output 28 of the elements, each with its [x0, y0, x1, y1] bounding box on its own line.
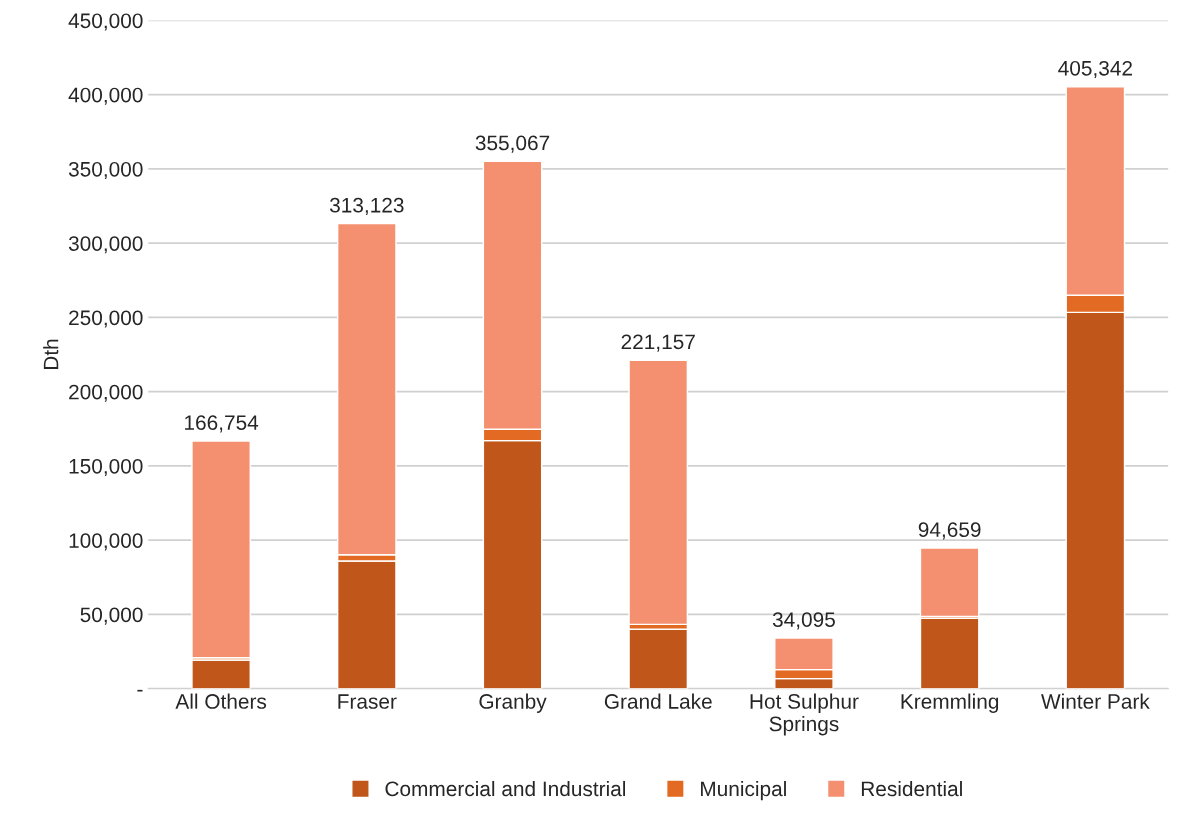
y-tick-label: 100,000 [69, 533, 143, 551]
total-label: 405,342 [1058, 60, 1132, 79]
x-tick-label: Hot Sulphur Springs [750, 693, 859, 736]
y-tick-label: - [137, 689, 143, 692]
x-tick-label: Kremmling [901, 693, 999, 713]
y-tick-label: 450,000 [68, 13, 143, 31]
y-axis-title: Dth [43, 339, 59, 370]
total-label: 355,067 [475, 135, 550, 153]
y-tick-label: 50,000 [80, 607, 143, 625]
x-tick-label: Grand Lake [604, 693, 712, 709]
x-tick-label: All Others [175, 693, 267, 709]
total-label: 34,095 [772, 612, 835, 630]
legend-label: Residential [861, 780, 962, 797]
x-tick-label: Fraser [338, 694, 397, 709]
legend-label: Municipal [701, 780, 786, 801]
y-tick-label: 200,000 [69, 384, 143, 402]
x-tick-label: Granby [479, 693, 547, 713]
legend-label: Commercial and Industrial [385, 780, 626, 797]
total-label: 166,754 [185, 415, 259, 433]
y-tick-label: 150,000 [69, 458, 143, 477]
y-tick-label: 250,000 [69, 310, 143, 328]
total-label: 313,123 [329, 197, 404, 216]
y-tick-label: 400,000 [68, 87, 143, 105]
y-tick-label: 350,000 [68, 161, 143, 180]
total-label: 94,659 [918, 522, 981, 540]
y-tick-label: 300,000 [68, 236, 143, 254]
total-label: 221,157 [621, 334, 695, 352]
x-tick-label: Winter Park [1041, 693, 1150, 709]
